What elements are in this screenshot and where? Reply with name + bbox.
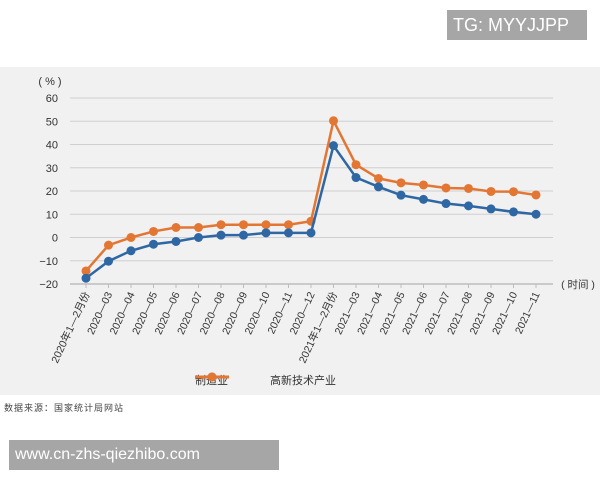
- data-point: [239, 230, 248, 240]
- chart-panel: ( % ) 60 50 40 30 20 10 0 −10 −20 2020年1—2月份 2020—0…: [0, 67, 600, 395]
- data-point: [216, 220, 226, 230]
- y-tick-label: 30: [46, 163, 58, 175]
- data-point: [441, 199, 451, 209]
- data-point: [149, 239, 158, 249]
- series-line: [85, 142, 537, 280]
- data-point: [441, 183, 451, 193]
- data-point: [419, 180, 428, 190]
- y-tick-label: −20: [39, 279, 58, 291]
- data-point: [104, 256, 113, 266]
- data-point: [284, 220, 293, 230]
- data-point: [171, 223, 181, 233]
- watermark-top: TG: MYYJJPP: [447, 10, 587, 40]
- y-tick-label: 0: [52, 233, 58, 245]
- data-point: [464, 183, 473, 193]
- data-point: [194, 233, 203, 242]
- data-point: [396, 178, 406, 188]
- data-point: [351, 160, 361, 170]
- data-point: [329, 116, 338, 126]
- data-point: [149, 226, 158, 236]
- y-axis-unit: ( % ): [38, 76, 61, 88]
- data-point: [81, 266, 91, 276]
- legend-marker-icon: [195, 372, 229, 382]
- data-point: [486, 204, 496, 214]
- data-point: [239, 220, 248, 230]
- data-point: [329, 141, 338, 151]
- data-point: [509, 207, 518, 217]
- data-point: [531, 190, 541, 200]
- y-tick-label: −10: [39, 256, 58, 268]
- data-point: [104, 240, 113, 250]
- watermark-bottom: www.cn-zhs-qiezhibo.com: [9, 440, 279, 470]
- data-point: [486, 186, 496, 196]
- y-tick-label: 20: [46, 186, 58, 198]
- data-point: [396, 190, 406, 200]
- y-tick-label: 10: [46, 209, 58, 221]
- data-point: [126, 233, 136, 242]
- data-point: [374, 173, 383, 183]
- y-tick-label: 60: [46, 93, 58, 105]
- legend-item-hightech: 高新技术产业: [195, 372, 336, 388]
- data-point: [464, 201, 473, 211]
- y-tick-label: 50: [46, 116, 58, 128]
- data-point: [126, 246, 136, 256]
- data-point: [194, 223, 203, 233]
- source-note: 数据来源：国家统计局网站: [4, 404, 125, 414]
- data-point: [261, 228, 271, 238]
- chart-legend: 制造业 高新技术产业: [195, 372, 378, 388]
- data-point: [419, 194, 428, 204]
- data-point: [351, 173, 361, 183]
- data-point: [171, 236, 181, 246]
- data-point: [531, 209, 541, 219]
- data-point: [509, 187, 518, 197]
- data-point: [284, 228, 293, 238]
- x-axis-label: ( 时间 ): [561, 278, 595, 291]
- data-point: [374, 182, 383, 192]
- data-point: [261, 220, 271, 230]
- y-tick-label: 40: [46, 140, 58, 152]
- data-point: [306, 228, 316, 238]
- legend-label: 高新技术产业: [270, 375, 336, 387]
- line-chart: ( % )6050403020100−10−202020年1—2月份2020—0…: [38, 76, 595, 365]
- data-point: [81, 273, 91, 283]
- data-point: [216, 230, 226, 240]
